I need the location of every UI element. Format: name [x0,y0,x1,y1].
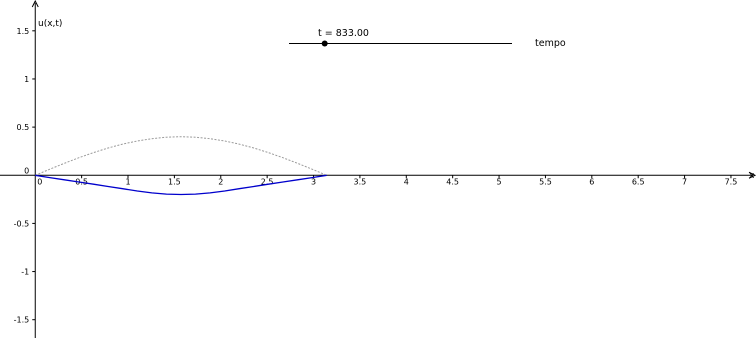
x-tick-label: 1 [125,177,130,186]
slider-value-caption: t = 833.00 [318,28,369,39]
y-axis-arrow [31,0,39,8]
y-tick-label: 1.5 [17,27,30,36]
x-tick-label: 6.5 [632,177,645,186]
solution-curve [35,174,327,196]
y-tick-label: -0.5 [14,219,30,228]
x-tick-label: 0 [37,177,42,186]
y-tick-label: 0.5 [17,123,30,132]
x-tick-label: 4.5 [446,177,459,186]
initial-condition-curve [35,136,327,176]
slider-name-label: tempo [535,38,566,49]
x-tick-label: 3 [311,177,316,186]
x-tick-label: 4 [404,177,409,186]
x-axis-arrow [748,171,756,179]
x-tick-label: 3.5 [354,177,367,186]
slider-handle[interactable] [321,40,328,47]
y-tick-label: 0 [24,166,29,175]
x-tick-label: 6 [589,177,594,186]
x-tick-label: 5.5 [539,177,552,186]
x-axis-label: x [749,171,755,181]
x-tick-label: 1.5 [168,177,181,186]
x-tick-label: 2 [218,177,223,186]
y-tick-label: -1.5 [14,316,30,325]
tempo-slider[interactable]: t = 833.00 tempo [289,28,566,49]
x-tick-label: 2.5 [261,177,274,186]
x-tick-label: 7.5 [725,177,738,186]
y-tick-label: -1 [21,268,29,277]
x-tick-label: 7 [682,177,687,186]
x-tick-label: 5 [497,177,502,186]
y-axis-label: u(x,t) [38,19,62,29]
curves [35,136,327,196]
y-tick-label: 1 [24,75,29,84]
